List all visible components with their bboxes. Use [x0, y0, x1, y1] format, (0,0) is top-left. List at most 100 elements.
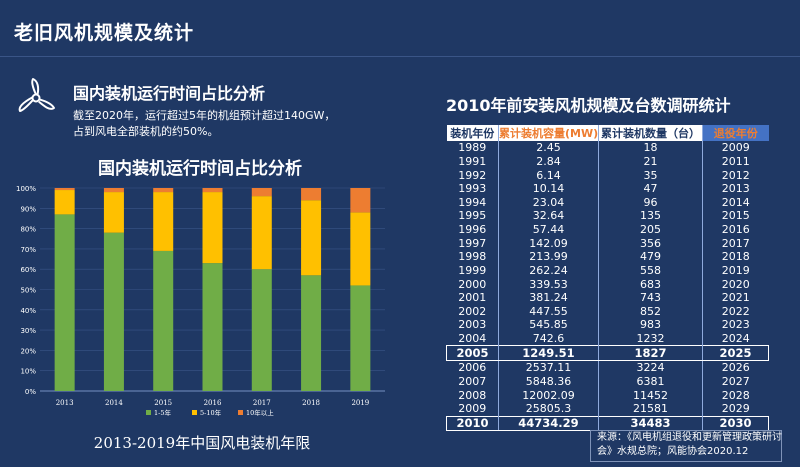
table-row: 1992 6.14 35 2012 — [447, 168, 769, 182]
x-tick-label: 2015 — [154, 399, 172, 407]
section-description: 截至2020年，运行超过5年的机组预计超过140GW，占到风电全部装机的约50%… — [73, 109, 336, 138]
cell-count: 35 — [598, 168, 703, 182]
page-title: 老旧风机规模及统计 — [14, 22, 195, 44]
cell-retire-year: 2020 — [702, 277, 769, 291]
table-title: 2010年前安装风机规模及台数调研统计 — [446, 96, 731, 115]
cell-count: 96 — [598, 195, 703, 210]
bar-2015-series-1 — [153, 192, 174, 251]
cell-capacity: 10.14 — [498, 181, 599, 196]
cell-count: 21581 — [598, 401, 703, 416]
cell-retire-year: 2015 — [702, 209, 769, 223]
cell-capacity: 142.09 — [498, 236, 599, 250]
cell-retire-year: 2021 — [702, 290, 769, 305]
cell-capacity: 44734.29 — [498, 415, 599, 432]
cell-year: 1994 — [458, 195, 487, 209]
cell-retire-year: 2026 — [702, 360, 769, 375]
table-row: 1996 57.44 205 2016 — [447, 222, 769, 237]
bar-2013-series-1 — [54, 190, 75, 215]
cell-year: 1998 — [458, 250, 487, 264]
cell-year: 1996 — [458, 223, 487, 237]
table-row: 2003 545.85 983 2023 — [447, 318, 769, 332]
section-title: 国内装机运行时间占比分析 — [73, 84, 266, 103]
cell-retire-year: 2023 — [702, 318, 769, 332]
cell-capacity: 23.04 — [498, 195, 599, 210]
legend-label: 10年以上 — [246, 408, 274, 417]
bar-2019-series-1 — [350, 212, 371, 286]
table-row: 1994 23.04 96 2014 — [447, 195, 769, 210]
cell-count: 6381 — [598, 374, 703, 389]
table-row: 1999 262.24 558 2019 — [447, 263, 769, 278]
cell-capacity: 25805.3 — [498, 401, 599, 416]
cell-count: 1827 — [598, 345, 703, 361]
table-header-row: 装机年份 累计装机容量(MW) 累计装机数量（台） 退役年份 — [446, 125, 769, 141]
bar-2013-series-0 — [54, 214, 75, 391]
table-row: 2002 447.55 852 2022 — [447, 304, 769, 319]
bar-2016-series-0 — [202, 263, 223, 391]
x-tick-label: 2016 — [204, 399, 222, 407]
cell-capacity: 447.55 — [498, 304, 599, 319]
x-tick-label: 2013 — [56, 399, 74, 407]
bar-2016-series-2 — [202, 188, 223, 193]
cell-year: 2008 — [458, 388, 487, 402]
cell-retire-year: 2017 — [702, 236, 769, 250]
x-tick-label: 2019 — [351, 399, 369, 407]
table-row: 1995 32.64 135 2015 — [447, 209, 769, 223]
cell-capacity: 2537.11 — [498, 360, 599, 375]
col-header-retire-year: 退役年份 — [702, 125, 769, 141]
cell-retire-year: 2014 — [702, 195, 769, 210]
cell-count: 3224 — [598, 360, 703, 375]
table-row: 2001 381.24 743 2021 — [447, 290, 769, 305]
y-tick-label: 60% — [20, 266, 36, 274]
cell-year: 1991 — [458, 154, 487, 168]
cell-year: 1997 — [458, 236, 487, 250]
cell-capacity: 12002.09 — [498, 388, 599, 402]
table-row: 2007 5848.36 6381 2027 — [447, 374, 769, 389]
cell-capacity: 742.6 — [498, 331, 599, 346]
table-row: 2004 742.6 1232 2024 — [447, 331, 769, 346]
cell-count: 852 — [598, 304, 703, 319]
bar-2018-series-0 — [301, 275, 322, 391]
cell-capacity: 6.14 — [498, 168, 599, 182]
bar-2014-series-1 — [103, 192, 124, 233]
y-tick-label: 80% — [20, 226, 36, 234]
cell-count: 983 — [598, 318, 703, 332]
cell-capacity: 2.84 — [498, 154, 599, 169]
table-row: 2000 339.53 683 2020 — [447, 277, 769, 291]
legend-label: 1-5年 — [154, 408, 171, 417]
bar-2017-series-1 — [251, 196, 272, 270]
y-tick-label: 100% — [16, 185, 36, 193]
cell-year: 2002 — [458, 304, 487, 318]
source-note: 来源：《风电机组退役和更新管理政策研讨会》水规总院；风能协会2020.12 — [597, 432, 782, 457]
cell-year: 1989 — [458, 141, 487, 155]
cell-year: 2000 — [458, 277, 487, 291]
cell-retire-year: 2018 — [702, 250, 769, 264]
table-row: 2009 25805.3 21581 2029 — [447, 401, 769, 416]
cell-year: 2010 — [446, 415, 499, 432]
cell-count: 356 — [598, 236, 703, 250]
cell-retire-year: 2025 — [702, 345, 769, 361]
cell-capacity: 545.85 — [498, 318, 599, 332]
stacked-bar-chart: 0% 10% 20% 30% 40% 50% 60% 70% 80% 90% 100% 2013 201… — [16, 185, 385, 417]
col-header-capacity: 累计装机容量(MW) — [498, 125, 599, 141]
cell-retire-year: 2028 — [702, 388, 769, 402]
y-tick-label: 50% — [20, 287, 36, 295]
legend-label: 5-10年 — [200, 408, 222, 417]
cell-capacity: 213.99 — [498, 250, 599, 264]
cell-retire-year: 2013 — [702, 181, 769, 196]
bar-2017-series-0 — [251, 269, 272, 391]
cell-retire-year: 2011 — [702, 154, 769, 169]
cell-retire-year: 2027 — [702, 374, 769, 389]
y-tick-label: 70% — [20, 246, 36, 254]
cell-capacity: 1249.51 — [498, 345, 599, 361]
cell-capacity: 57.44 — [498, 222, 599, 237]
cell-count: 479 — [598, 250, 703, 264]
cell-capacity: 32.64 — [498, 209, 599, 223]
cell-retire-year: 2016 — [702, 222, 769, 237]
cell-capacity: 339.53 — [498, 277, 599, 291]
cell-year: 2006 — [458, 361, 487, 375]
y-tick-label: 90% — [20, 205, 36, 213]
table-row: 2008 12002.09 11452 2028 — [447, 388, 769, 402]
cell-retire-year: 2029 — [702, 401, 769, 416]
cell-count: 558 — [598, 263, 703, 278]
y-tick-label: 40% — [20, 307, 36, 315]
